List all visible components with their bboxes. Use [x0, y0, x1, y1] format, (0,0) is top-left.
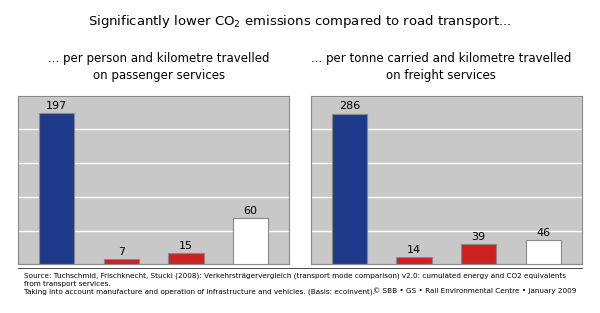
Bar: [332, 114, 367, 264]
Text: 14: 14: [407, 245, 421, 255]
Text: 60: 60: [244, 206, 257, 216]
Bar: [233, 218, 268, 264]
Text: ... per tonne carried and kilometre travelled
on freight services: ... per tonne carried and kilometre trav…: [311, 52, 571, 82]
Bar: [526, 240, 561, 264]
Text: © SBB • GS • Rail Environmental Centre • January 2009: © SBB • GS • Rail Environmental Centre •…: [373, 287, 577, 294]
Text: Significantly lower CO$_2$ emissions compared to road transport...: Significantly lower CO$_2$ emissions com…: [88, 13, 512, 30]
Text: 197: 197: [46, 101, 67, 111]
Text: 286: 286: [339, 101, 360, 111]
Bar: [397, 257, 432, 264]
Text: 7: 7: [118, 247, 125, 257]
Bar: [461, 244, 496, 264]
Bar: [168, 253, 203, 264]
Text: 46: 46: [536, 228, 550, 238]
Text: ... per person and kilometre travelled
on passenger services: ... per person and kilometre travelled o…: [48, 52, 270, 82]
Text: 15: 15: [179, 240, 193, 250]
Text: Source: Tuchschmid, Frischknecht, Stucki (2008): Verkehrsträgervergleich (transp: Source: Tuchschmid, Frischknecht, Stucki…: [23, 272, 566, 295]
Bar: [39, 113, 74, 264]
Text: 39: 39: [472, 232, 486, 242]
Bar: [104, 259, 139, 264]
